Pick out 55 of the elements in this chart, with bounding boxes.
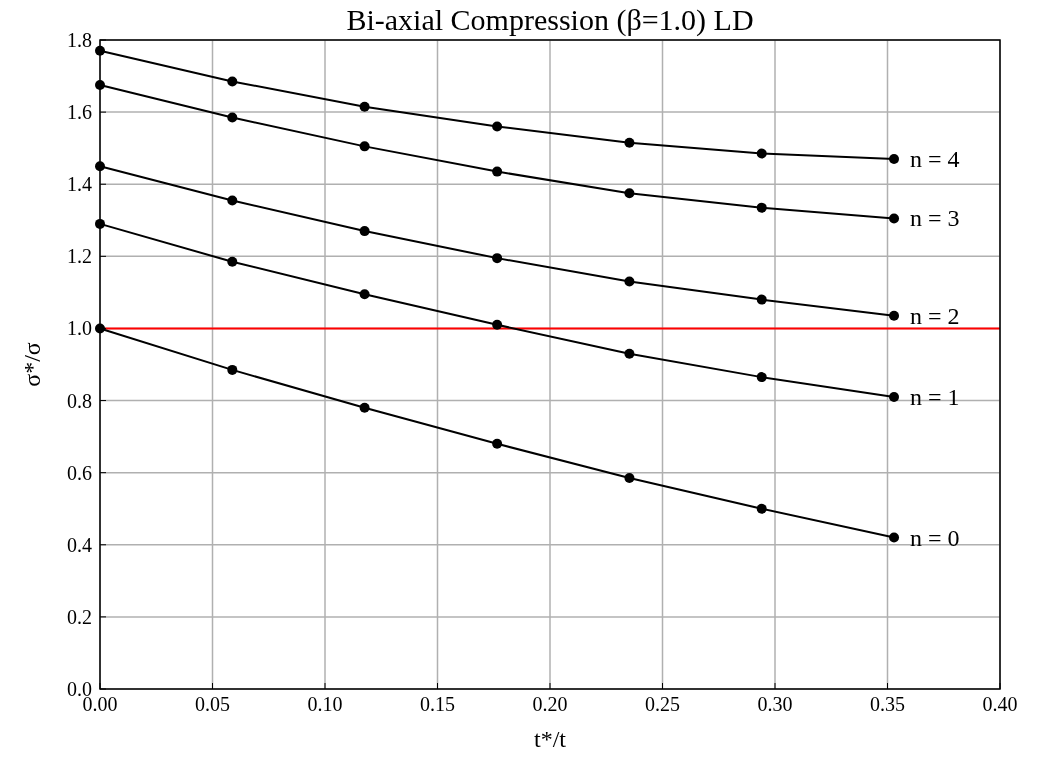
point [227,195,238,206]
point [492,319,503,330]
point [624,276,635,287]
y-tick-label: 1.8 [67,29,92,51]
point [227,256,238,267]
y-tick-label: 0.4 [67,533,92,556]
point [359,289,370,300]
x-tick-label: 0.35 [870,693,905,715]
point [624,473,635,484]
x-tick-label: 0.10 [307,693,343,715]
y-tick-label: 1.2 [67,245,92,268]
point [756,148,767,159]
point [624,348,635,359]
point [756,372,767,383]
series-label: n = 1 [910,383,960,410]
x-tick-label: 0.40 [982,693,1018,715]
point [756,202,767,213]
point [889,153,900,164]
point [227,76,238,87]
y-axis-title: σ*/σ [19,342,45,387]
y-tick-label: 1.6 [67,101,92,124]
point [359,141,370,152]
point [359,101,370,112]
y-tick-label: 0.2 [67,605,92,628]
point [227,112,238,123]
y-tick-label: 1.0 [67,317,92,340]
x-tick-label: 0.20 [532,693,568,715]
chart-title: Bi-axial Compression (β=1.0) LD [346,3,754,37]
point [227,364,238,375]
point [889,532,900,543]
series-label: n = 3 [910,205,960,232]
series-label: n = 0 [910,524,960,551]
point [492,438,503,449]
x-axis-title: t*/t [533,726,567,752]
point [492,166,503,177]
y-tick-label: 0.8 [67,389,92,412]
x-tick-label: 0.25 [645,693,680,715]
x-tick-label: 0.05 [195,693,230,715]
series-label: n = 4 [910,145,960,172]
y-tick-label: 1.4 [67,173,92,196]
point [492,121,503,132]
point [492,253,503,264]
point [756,503,767,514]
point [624,137,635,148]
point [359,402,370,413]
point [359,226,370,237]
point [889,391,900,402]
y-tick-label: 0.6 [67,461,92,484]
point [624,188,635,199]
x-tick-label: 0.30 [757,693,793,715]
series-label: n = 2 [910,302,960,329]
point [889,213,900,224]
point [756,294,767,305]
x-tick-label: 0.15 [420,693,455,715]
point [889,310,900,321]
